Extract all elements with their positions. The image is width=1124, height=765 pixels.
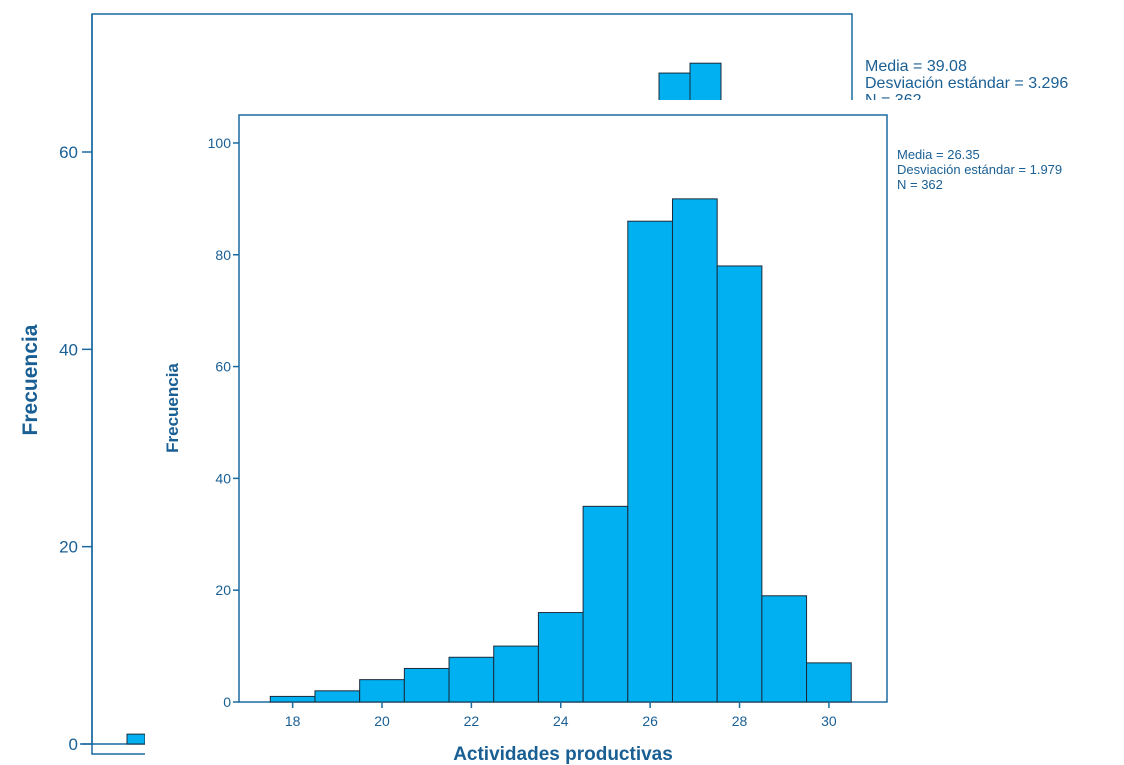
- histogram-bar: [314, 690, 361, 703]
- y-tick-label: 60: [59, 143, 78, 162]
- x-tick-label: 18: [285, 713, 301, 729]
- histogram-bar: [493, 645, 539, 703]
- y-tick-label: 20: [59, 538, 78, 557]
- foreground-stats-box: Media = 26.35 Desviación estándar = 1.97…: [897, 147, 1062, 192]
- background-bar: [126, 733, 146, 745]
- y-tick-label: 40: [59, 340, 78, 359]
- histogram-bar: [537, 612, 584, 703]
- histogram-bar: [671, 198, 718, 703]
- histogram-bar: [269, 695, 316, 703]
- background-stat-mean: Media = 39.08: [865, 58, 967, 75]
- foreground-histogram: 0 20 40 60 80 100 18 20 22 24 26 28 30 Frecuencia A…: [145, 100, 1124, 765]
- x-tick-label: 30: [821, 713, 837, 729]
- histogram-bar: [359, 679, 405, 703]
- x-tick-label: 20: [374, 713, 390, 729]
- histogram-bar: [627, 220, 673, 703]
- histogram-bar: [582, 505, 629, 703]
- histogram-bar: [761, 595, 808, 703]
- foreground-stat-sd: Desviación estándar = 1.979: [897, 162, 1062, 177]
- y-tick-label: 100: [208, 135, 232, 151]
- histogram-bar: [716, 265, 763, 703]
- background-y-axis-title: Frecuencia: [19, 324, 42, 435]
- foreground-x-axis-title: Actividades productivas: [453, 744, 673, 765]
- histogram-bar: [448, 656, 495, 703]
- x-tick-label: 28: [732, 713, 748, 729]
- foreground-x-ticks: 18 20 22 24 26 28 30: [285, 702, 837, 729]
- y-tick-label: 0: [223, 694, 231, 710]
- histogram-bar: [806, 662, 852, 703]
- x-tick-label: 24: [553, 713, 569, 729]
- background-y-ticks: 0 20 40 60: [59, 143, 92, 754]
- foreground-bars: [269, 198, 852, 703]
- background-stat-sd: Desviación estándar = 3.296: [865, 75, 1068, 92]
- x-tick-label: 26: [642, 713, 658, 729]
- histogram-bar: [403, 667, 450, 703]
- y-tick-label: 20: [215, 582, 231, 598]
- y-tick-label: 80: [215, 247, 231, 263]
- foreground-stat-n: N = 362: [897, 177, 943, 192]
- x-tick-label: 22: [464, 713, 480, 729]
- foreground-y-axis-title: Frecuencia: [163, 363, 182, 453]
- y-tick-label: 0: [69, 735, 78, 754]
- foreground-y-ticks: 0 20 40 60 80 100: [208, 135, 239, 710]
- y-tick-label: 40: [215, 470, 231, 486]
- y-tick-label: 60: [215, 359, 231, 375]
- foreground-stat-mean: Media = 26.35: [897, 147, 980, 162]
